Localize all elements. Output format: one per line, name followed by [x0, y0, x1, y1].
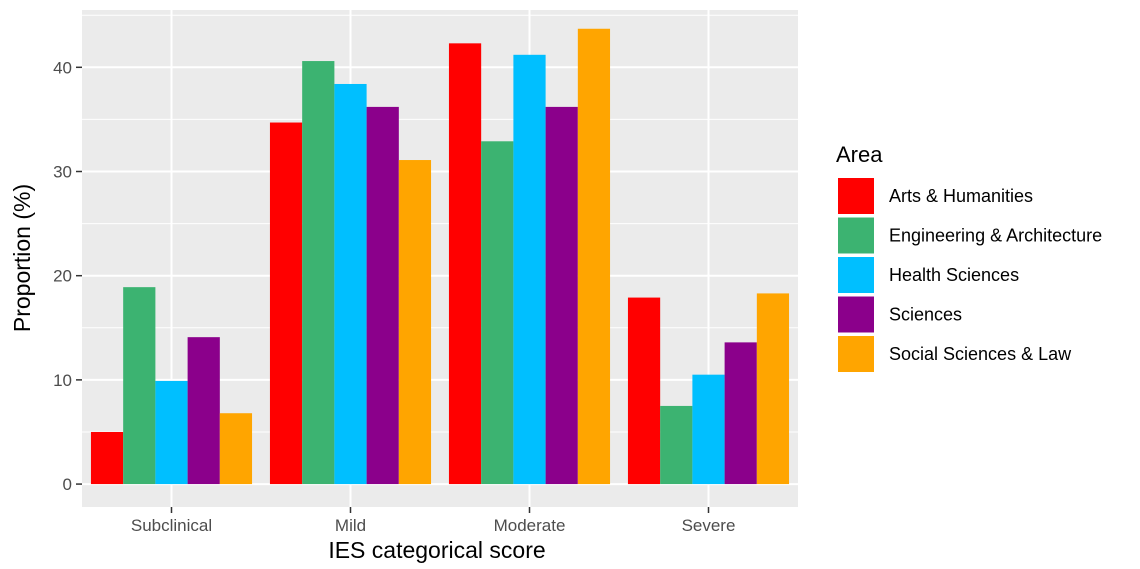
bar [481, 141, 514, 485]
x-tick-label: Moderate [494, 516, 566, 535]
bar [90, 431, 124, 485]
y-tick-label: 40 [53, 58, 72, 77]
bar [577, 28, 611, 485]
y-axis: 0 10 20 30 40 [53, 58, 82, 494]
bar [513, 54, 546, 485]
bar [627, 297, 661, 485]
bar [219, 413, 253, 485]
legend-items: Arts & Humanities Engineering & Architect… [838, 178, 1102, 372]
bar [660, 405, 693, 485]
x-tick-label: Mild [335, 516, 366, 535]
legend-key [838, 296, 874, 333]
legend-key [838, 257, 874, 293]
bar [756, 293, 790, 485]
legend-key [838, 178, 874, 214]
y-tick-label: 20 [53, 267, 72, 286]
bar [448, 43, 482, 485]
legend-label: Arts & Humanities [889, 186, 1033, 206]
bar [269, 122, 303, 485]
bar [155, 380, 188, 485]
bar [334, 83, 367, 485]
y-tick-label: 30 [53, 162, 72, 181]
legend-label: Engineering & Architecture [889, 226, 1102, 246]
x-axis-title: IES categorical score [328, 537, 545, 563]
legend-label: Health Sciences [889, 265, 1019, 285]
y-axis-title: Proportion (%) [9, 184, 35, 332]
bar [187, 337, 220, 485]
legend-key [838, 336, 874, 372]
bar [545, 106, 578, 485]
bar [366, 106, 399, 485]
bar [302, 61, 335, 485]
bar [123, 287, 156, 485]
bars-group [90, 28, 790, 485]
y-tick-label: 10 [53, 371, 72, 390]
legend-label: Sciences [889, 305, 962, 325]
x-tick-label: Subclinical [131, 516, 212, 535]
legend-label: Social Sciences & Law [889, 344, 1072, 364]
bar [692, 374, 725, 485]
bar [398, 160, 432, 485]
legend-title: Area [836, 142, 883, 167]
x-tick-label: Severe [682, 516, 736, 535]
legend: Area Arts & Humanities Engineering & Arch… [836, 142, 1102, 372]
bar [724, 342, 757, 485]
x-axis: Subclinical Mild Moderate Severe [131, 507, 736, 535]
legend-key [838, 217, 874, 254]
y-tick-label: 0 [63, 475, 72, 494]
